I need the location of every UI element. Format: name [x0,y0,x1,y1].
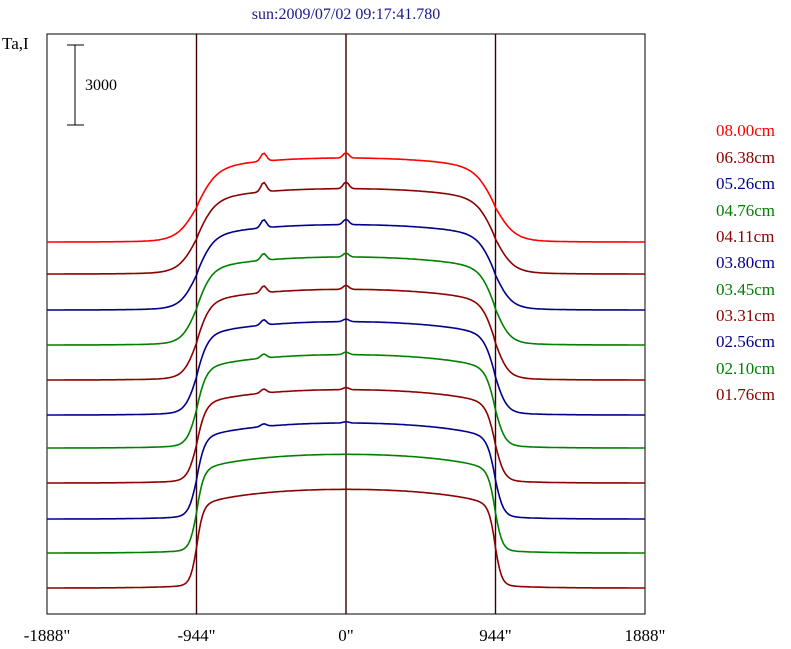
series-line [47,453,645,554]
scale-bar-label: 3000 [85,77,117,94]
x-tick-labels: -1888" -944" 0" 944" 1888" [24,626,666,645]
x-tick-label: 1888" [625,626,666,645]
x-tick-label: 944" [479,626,511,645]
series-line [47,386,645,484]
guide-lines [195,34,497,614]
legend-entry: 08.00cm [716,121,775,140]
legend-entry: 04.76cm [716,201,775,220]
series-line [47,420,645,520]
series-line [47,318,645,416]
legend-entry: 03.45cm [716,280,775,299]
x-tick-label: 0" [338,626,353,645]
series-line [47,218,645,311]
x-tick-label: -944" [177,626,215,645]
series-line [47,151,645,243]
series-line [47,284,645,381]
legend-entry: 06.38cm [716,148,775,167]
legend-entry: 01.76cm [716,385,775,404]
series-line [47,252,645,346]
legend-entry: 02.56cm [716,332,775,351]
legend-entry: 02.10cm [716,359,775,378]
y-axis-label: Ta,I [2,34,29,53]
legend-entry: 04.11cm [716,227,774,246]
series-line [47,488,645,589]
legend: 08.00cm 06.38cm 05.26cm 04.76cm 04.11cm 03.80… [716,121,775,404]
legend-entry: 03.31cm [716,306,775,325]
x-tick-label: -1888" [24,626,71,645]
series-line [47,181,645,275]
chart-title: sun:2009/07/02 09:17:41.780 [252,6,440,23]
series-line [47,351,645,449]
legend-entry: 05.26cm [716,174,775,193]
legend-entry: 03.80cm [716,253,775,272]
scale-bar: 3000 [67,44,117,126]
series-curves [47,151,645,589]
